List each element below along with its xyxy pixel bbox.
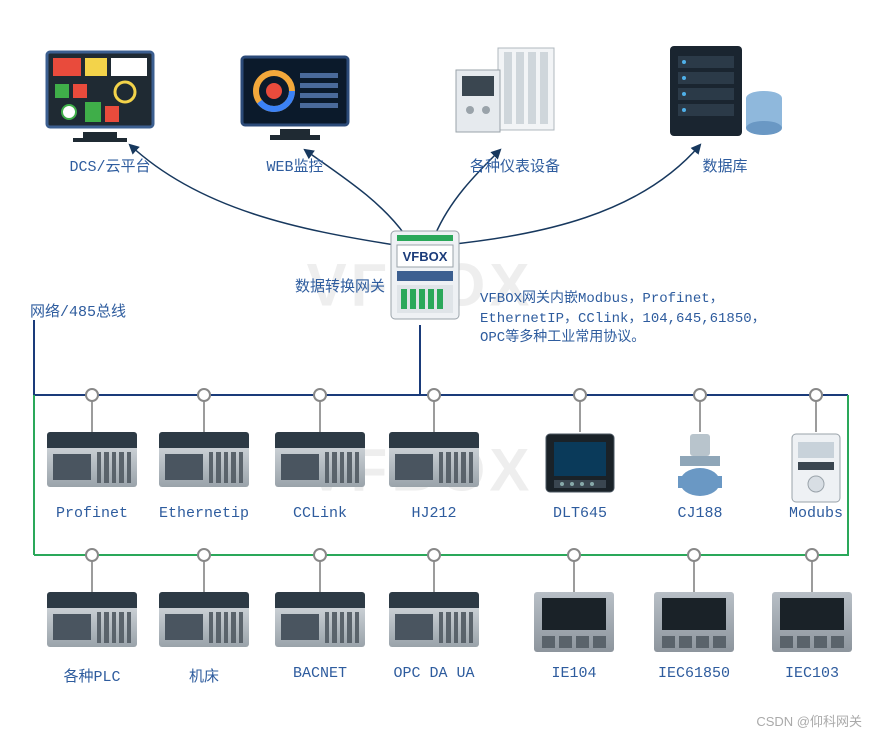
device-icon: [159, 592, 249, 647]
device-icon: [670, 432, 730, 507]
desc-line: OPC等多种工业常用协议。: [480, 329, 820, 349]
device-icon: [159, 432, 249, 487]
device-icon: [534, 592, 614, 652]
device-label: DLT645: [520, 505, 640, 522]
device-label: IE104: [514, 665, 634, 682]
device-icon: [654, 592, 734, 652]
device-icon: [772, 592, 852, 652]
bus-node: [567, 548, 581, 562]
svg-text:VFBOX: VFBOX: [403, 249, 448, 264]
device-label: CJ188: [640, 505, 760, 522]
device-label: Modubs: [756, 505, 876, 522]
device-icon: [47, 592, 137, 647]
web-label: WEB监控: [245, 155, 345, 176]
device-label: OPC DA UA: [374, 665, 494, 682]
desc-line: VFBOX网关内嵌Modbus，Profinet，: [480, 290, 820, 310]
device-label: 机床: [144, 665, 264, 686]
device-icon: [788, 432, 844, 509]
bus-node: [573, 388, 587, 402]
device-icon: [275, 592, 365, 647]
gateway-label: 数据转换网关: [255, 275, 385, 296]
credit-text: CSDN @仰科网关: [756, 711, 862, 730]
device-label: CCLink: [260, 505, 380, 522]
device-label: Ethernetip: [144, 505, 264, 522]
device-label: 各种PLC: [32, 665, 152, 686]
bus-node: [197, 388, 211, 402]
bus-node: [427, 388, 441, 402]
device-label: IEC103: [752, 665, 872, 682]
bus-label: 网络/485总线: [30, 300, 160, 321]
device-label: IEC61850: [634, 665, 754, 682]
bus-node: [85, 388, 99, 402]
bus-node: [809, 388, 823, 402]
device-icon: [389, 592, 479, 647]
bus-node: [197, 548, 211, 562]
gateway-icon: VFBOX: [385, 225, 465, 330]
bus-node: [693, 388, 707, 402]
dcs-label: DCS/云平台: [55, 155, 165, 176]
database-icon: [660, 40, 790, 150]
bus-node: [687, 548, 701, 562]
desc-line: EthernetIP，CClink，104,645,61850，: [480, 310, 820, 330]
dcs-icon: [45, 50, 155, 150]
bus-node: [313, 548, 327, 562]
web-monitor-icon: [240, 55, 350, 150]
device-label: BACNET: [260, 665, 380, 682]
device-label: HJ212: [374, 505, 494, 522]
db-label: 数据库: [675, 155, 775, 176]
bus-node: [313, 388, 327, 402]
instrument-label: 各种仪表设备: [455, 155, 575, 176]
bus-node: [805, 548, 819, 562]
bus-node: [85, 548, 99, 562]
bus-node: [427, 548, 441, 562]
device-label: Profinet: [32, 505, 152, 522]
instrument-icon: [450, 40, 570, 150]
device-icon: [275, 432, 365, 487]
gateway-desc: VFBOX网关内嵌Modbus，Profinet， EthernetIP，CCl…: [480, 290, 820, 349]
device-icon: [389, 432, 479, 487]
device-icon: [544, 432, 616, 499]
device-icon: [47, 432, 137, 487]
